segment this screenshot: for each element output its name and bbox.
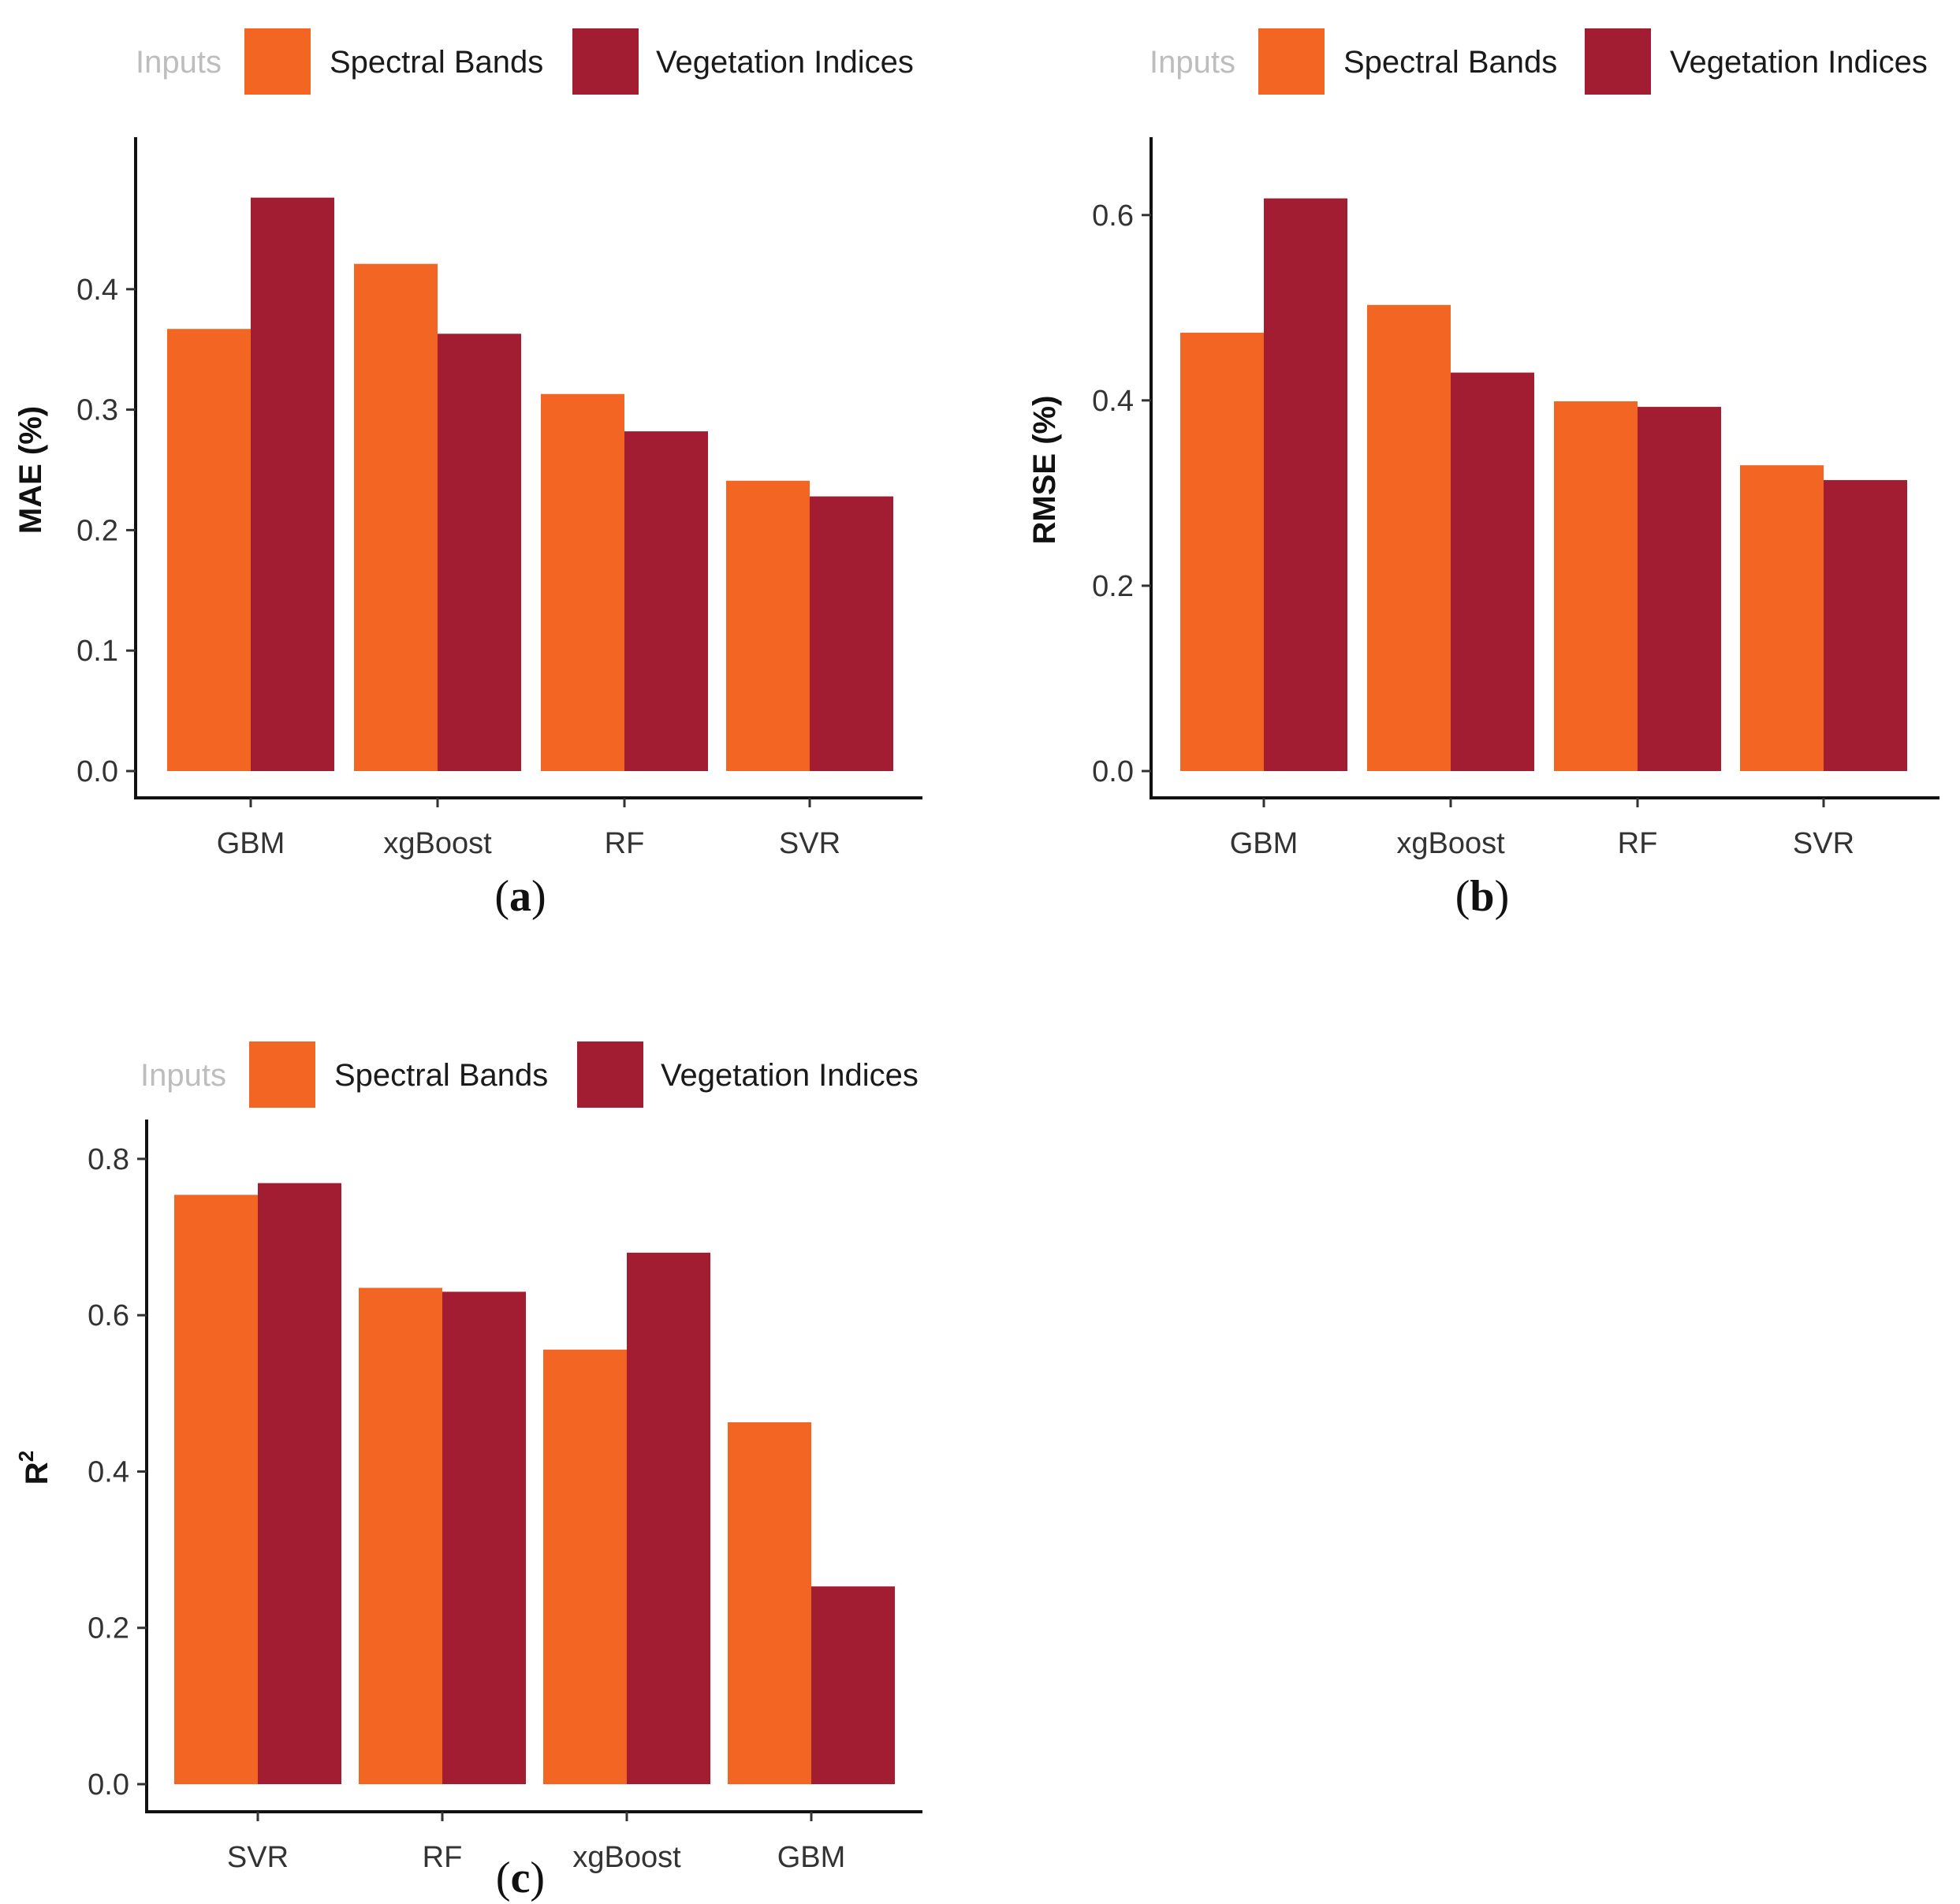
panel-label-a: (a) xyxy=(494,872,546,921)
x-tick-label-xgboost: xgBoost xyxy=(572,1841,681,1874)
legend-label-spectral-bands: Spectral Bands xyxy=(334,1058,548,1093)
y-tick-label: 0.4 xyxy=(88,1455,129,1489)
y-tick-label: 0.2 xyxy=(1092,570,1134,603)
x-tick-label-svr: SVR xyxy=(1793,827,1854,860)
legend-swatch-spectral-bands xyxy=(1258,28,1325,95)
legend-label-vegetation-indices: Vegetation Indices xyxy=(661,1058,919,1093)
y-tick-label: 0.6 xyxy=(1092,199,1134,233)
chart-panel-a: Inputs Spectral Bands Vegetation Indices 0.… xyxy=(13,28,922,921)
legend-swatch-vegetation-indices xyxy=(572,28,639,95)
legend-c: Inputs Spectral Bands Vegetation Indices xyxy=(140,1041,919,1108)
y-axis-label: R2 xyxy=(14,1451,54,1485)
y-tick-label: 0.2 xyxy=(76,514,118,547)
x-tick-label-rf: RF xyxy=(1618,827,1658,860)
y-tick-label: 0.4 xyxy=(76,274,118,307)
legend-label-spectral-bands: Spectral Bands xyxy=(1343,45,1557,80)
bar-xgboost-spectral-bands xyxy=(1367,304,1451,772)
y-tick-label: 0.6 xyxy=(88,1299,129,1332)
bar-rf-spectral-bands xyxy=(541,393,624,771)
bar-xgboost-vegetation-indices xyxy=(1451,372,1534,771)
bar-xgboost-spectral-bands xyxy=(543,1349,627,1784)
x-tick-label-gbm: GBM xyxy=(1230,827,1299,860)
legend-label-vegetation-indices: Vegetation Indices xyxy=(1670,45,1928,80)
bar-gbm-vegetation-indices xyxy=(1264,198,1347,771)
bar-svr-spectral-bands xyxy=(174,1194,258,1784)
x-tick-label-rf: RF xyxy=(423,1841,463,1874)
legend-title: Inputs xyxy=(136,45,222,80)
legend-label-spectral-bands: Spectral Bands xyxy=(330,45,543,80)
bar-gbm-vegetation-indices xyxy=(251,197,334,771)
y-tick-label: 0.8 xyxy=(88,1143,129,1176)
legend-swatch-vegetation-indices xyxy=(1585,28,1651,95)
bar-rf-spectral-bands xyxy=(359,1287,442,1784)
bar-gbm-spectral-bands xyxy=(728,1422,811,1784)
chart-panel-c: Inputs Spectral Bands Vegetation Indices 0.… xyxy=(14,1041,922,1902)
bar-rf-vegetation-indices xyxy=(442,1291,526,1784)
chart-panel-b: Inputs Spectral Bands Vegetation Indices 0.… xyxy=(1027,28,1940,921)
bar-rf-vegetation-indices xyxy=(624,431,708,771)
legend-label-vegetation-indices: Vegetation Indices xyxy=(656,45,914,80)
x-tick-label-xgboost: xgBoost xyxy=(1396,827,1505,860)
bar-svr-vegetation-indices xyxy=(258,1183,341,1784)
y-axis-label: MAE (%) xyxy=(13,406,48,534)
bar-gbm-spectral-bands xyxy=(1180,333,1264,771)
y-tick-label: 0.0 xyxy=(1092,755,1134,788)
legend-title: Inputs xyxy=(140,1058,226,1093)
bar-xgboost-vegetation-indices xyxy=(438,333,521,771)
y-axis-label: RMSE (%) xyxy=(1027,396,1062,545)
x-tick-label-svr: SVR xyxy=(227,1841,289,1874)
legend-a: Inputs Spectral Bands Vegetation Indices xyxy=(136,28,914,95)
bar-gbm-spectral-bands xyxy=(167,329,251,771)
legend-swatch-vegetation-indices xyxy=(577,1041,643,1108)
panel-label-b: (b) xyxy=(1455,872,1509,921)
legend-swatch-spectral-bands xyxy=(249,1041,315,1108)
panel-label-c: (c) xyxy=(496,1854,545,1902)
x-tick-label-xgboost: xgBoost xyxy=(383,827,492,860)
y-tick-label: 0.0 xyxy=(88,1768,129,1802)
x-tick-label-svr: SVR xyxy=(779,827,840,860)
bar-svr-spectral-bands xyxy=(1740,465,1824,771)
x-tick-label-gbm: GBM xyxy=(217,827,285,860)
y-tick-label: 0.1 xyxy=(76,635,118,668)
y-tick-label: 0.2 xyxy=(88,1612,129,1645)
bar-xgboost-vegetation-indices xyxy=(627,1252,710,1784)
legend-swatch-spectral-bands xyxy=(244,28,311,95)
x-tick-label-rf: RF xyxy=(605,827,645,860)
x-tick-label-gbm: GBM xyxy=(777,1841,846,1874)
y-tick-label: 0.3 xyxy=(76,394,118,427)
y-tick-label: 0.4 xyxy=(1092,385,1134,418)
bar-rf-spectral-bands xyxy=(1554,401,1638,771)
bar-svr-spectral-bands xyxy=(726,480,810,771)
bar-svr-vegetation-indices xyxy=(1824,479,1907,771)
bar-rf-vegetation-indices xyxy=(1638,407,1721,771)
y-tick-label: 0.0 xyxy=(76,755,118,788)
bar-xgboost-spectral-bands xyxy=(354,263,438,771)
bar-gbm-vegetation-indices xyxy=(811,1586,895,1784)
legend-b: Inputs Spectral Bands Vegetation Indices xyxy=(1150,28,1928,95)
legend-title: Inputs xyxy=(1150,45,1235,80)
bar-svr-vegetation-indices xyxy=(810,496,893,771)
